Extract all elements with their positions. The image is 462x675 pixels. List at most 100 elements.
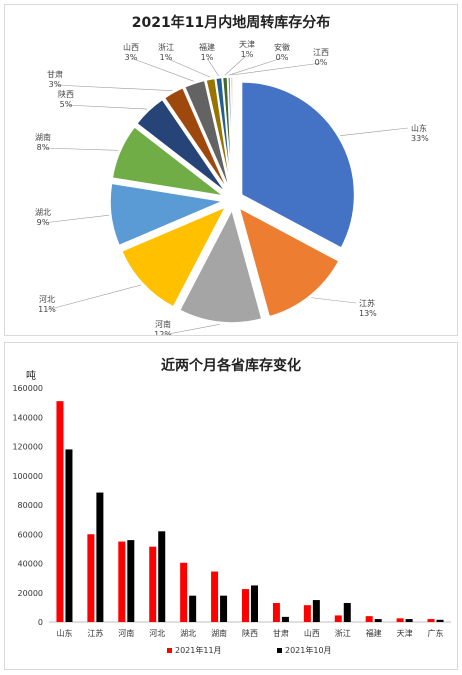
pie-pct-label-5: 8% [37, 143, 50, 152]
pie-label-4: 湖北 [35, 208, 51, 217]
pie-label-5: 湖南 [35, 132, 51, 142]
pie-slice-8 [183, 79, 231, 191]
x-tick-label-0: 山东 [56, 628, 72, 638]
pie-pct-label-0: 33% [411, 134, 429, 143]
pie-pct-label-11: 1% [241, 50, 254, 59]
pie-label-2: 河南 [155, 319, 171, 329]
pie-pct-label-8: 3% [125, 53, 138, 62]
legend-label-1: 2021年10月 [285, 645, 332, 655]
pie-slice-0 [240, 81, 356, 250]
bar-nov-0 [56, 401, 64, 622]
pie-label-8: 山西 [123, 42, 139, 52]
x-tick-label-10: 福建 [366, 628, 382, 638]
pie-pct-label-6: 5% [60, 100, 73, 109]
pie-pct-label-3: 11% [38, 305, 56, 314]
x-tick-label-1: 江苏 [87, 628, 103, 638]
pie-slice-4 [109, 182, 226, 247]
pie-leader-line-13 [231, 62, 322, 76]
y-tick-label-7: 140000 [12, 413, 43, 422]
pie-label-12: 安徽 [274, 42, 290, 52]
bar-nov-1 [87, 534, 95, 622]
pie-label-13: 江西 [313, 48, 329, 57]
pie-leader-line-8 [130, 57, 194, 82]
pie-pct-label-10: 1% [201, 53, 214, 62]
pie-leader-line-0 [340, 127, 409, 137]
bar-oct-7 [281, 616, 289, 622]
pie-leader-line-10 [206, 57, 219, 76]
pie-label-1: 江苏 [359, 298, 375, 308]
pie-label-9: 浙江 [158, 42, 174, 52]
bar-nov-6 [242, 589, 249, 622]
bar-nov-3 [149, 546, 157, 622]
x-tick-label-12: 广东 [428, 628, 444, 638]
bar-oct-2 [127, 540, 135, 622]
pie-leader-line-1 [311, 297, 357, 304]
y-tick-label-5: 100000 [12, 472, 43, 481]
pie-label-7: 甘肃 [47, 69, 63, 79]
bar-oct-10 [374, 619, 382, 622]
bar-chart: 近两个月各省库存变化 吨 0 20000 40000 60000 80000 100000… [12, 357, 451, 655]
pie-chart-title: 2021年11月内地周转库存分布 [132, 14, 330, 31]
pie-pct-label-13: 0% [315, 58, 328, 67]
bar-nov-9 [334, 615, 342, 622]
bar-nov-10 [365, 616, 373, 622]
pie-pct-label-9: 1% [160, 53, 173, 62]
pie-label-6: 陕西 [58, 89, 74, 99]
y-tick-label-1: 20000 [18, 589, 43, 598]
bar-nov-4 [180, 562, 188, 622]
pie-pct-label-1: 13% [359, 309, 377, 318]
bar-oct-0 [65, 449, 73, 622]
bar-oct-9 [343, 602, 351, 622]
x-tick-label-5: 湖南 [211, 628, 227, 638]
pie-label-10: 福建 [199, 42, 215, 52]
pie-label-3: 河北 [39, 294, 55, 304]
y-tick-label-4: 80000 [18, 501, 43, 510]
pie-pct-label-4: 9% [37, 218, 50, 227]
pie-leader-line-3 [46, 284, 142, 311]
bar-nov-5 [211, 571, 219, 622]
x-tick-label-3: 河北 [149, 628, 165, 638]
x-tick-label-6: 陕西 [242, 628, 258, 638]
pie-chart-panel: 2021年11月内地周转库存分布 山东 33% 江苏 13% 河南 12% 河北 11% 湖北 9… [4, 4, 458, 336]
x-tick-label-4: 湖北 [180, 629, 196, 638]
pie-pct-label-2: 12% [154, 330, 172, 335]
x-tick-label-11: 天津 [397, 628, 413, 638]
pie-leader-line-6 [65, 104, 148, 110]
pie-slice-7 [163, 86, 229, 192]
pie-slice-3 [120, 205, 228, 308]
legend-swatch-0 [167, 648, 172, 653]
y-tick-label-2: 40000 [18, 560, 43, 569]
bar-nov-2 [118, 541, 126, 622]
bar-oct-12 [436, 619, 444, 622]
pie-slice-13 [230, 76, 234, 191]
bar-nov-8 [303, 605, 311, 622]
legend-swatch-1 [277, 648, 282, 653]
y-tick-label-8: 160000 [12, 384, 43, 393]
y-tick-label-0: 0 [38, 618, 43, 627]
bar-chart-title: 近两个月各省库存变化 [161, 357, 301, 374]
bar-nov-11 [396, 618, 404, 622]
pie-leader-line-12 [229, 57, 283, 76]
pie-slice-5 [111, 125, 225, 197]
bar-oct-1 [96, 492, 104, 622]
bar-oct-3 [158, 531, 166, 622]
pie-leader-line-7 [54, 84, 173, 91]
pie-pct-label-12: 0% [276, 53, 289, 62]
bar-nov-12 [427, 619, 435, 622]
pie-leader-line-2 [162, 324, 220, 335]
bar-oct-6 [251, 585, 258, 622]
pie-leader-line-9 [165, 57, 211, 78]
y-axis-unit-label: 吨 [26, 369, 36, 382]
x-tick-label-2: 河南 [118, 628, 134, 638]
x-tick-label-7: 甘肃 [273, 628, 289, 638]
bar-chart-panel: 近两个月各省库存变化 吨 0 20000 40000 60000 80000 100000… [4, 342, 458, 670]
pie-leader-line-5 [42, 147, 119, 151]
x-tick-label-8: 山西 [304, 628, 320, 638]
bar-nov-7 [272, 602, 280, 622]
pie-slice-2 [178, 207, 263, 324]
y-tick-label-6: 120000 [12, 443, 43, 452]
pie-leader-line-11 [224, 54, 248, 76]
pie-pct-label-7: 3% [49, 80, 62, 89]
legend-label-0: 2021年11月 [175, 645, 222, 655]
